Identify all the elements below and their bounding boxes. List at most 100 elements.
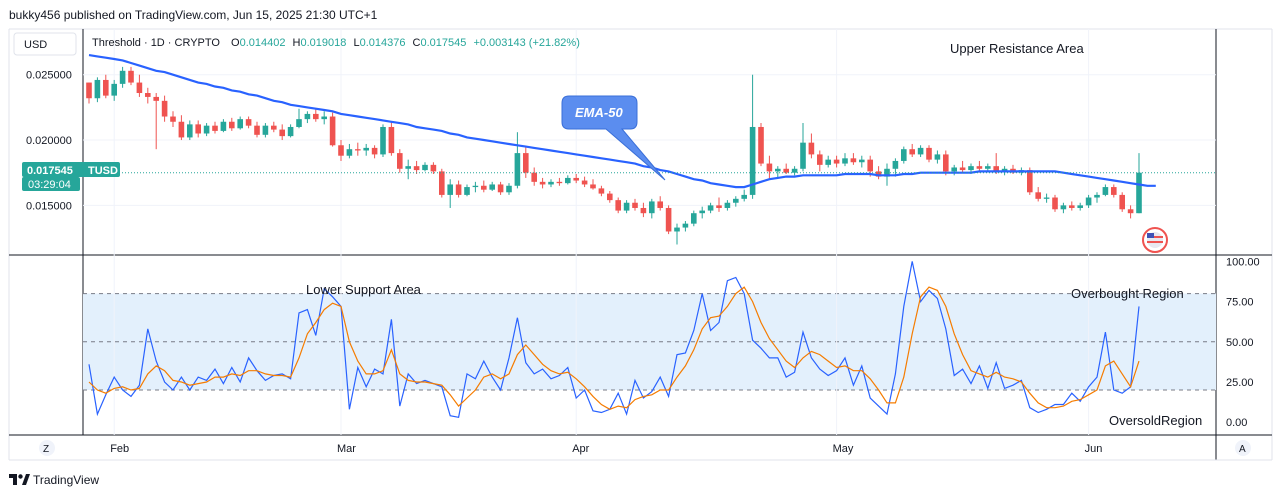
low-value: 0.014376 xyxy=(360,37,406,49)
candle-body xyxy=(1085,197,1092,206)
auto-scale-button[interactable]: A xyxy=(1239,444,1246,455)
candle-body xyxy=(539,181,546,185)
candle-body xyxy=(968,166,974,171)
open-value: 0.014402 xyxy=(240,37,286,49)
candle-body xyxy=(94,79,101,99)
candle xyxy=(943,150,949,176)
upper-resistance-label: Upper Resistance Area xyxy=(950,41,1084,56)
rsi-tick-label-2: 50.00 xyxy=(1226,337,1254,349)
candle xyxy=(1136,153,1142,214)
candle-body xyxy=(859,159,865,163)
candle xyxy=(371,145,378,159)
candle-body xyxy=(128,70,134,83)
oversold-label: OversoldRegion xyxy=(1109,413,1202,428)
candle-body xyxy=(817,154,823,165)
candle-body xyxy=(455,184,462,195)
candle-body xyxy=(346,149,353,156)
candle-body xyxy=(959,167,966,171)
candle xyxy=(640,202,647,218)
candle-body xyxy=(254,125,260,135)
candle xyxy=(632,198,638,211)
auto-scale-button-bg[interactable] xyxy=(1235,440,1251,456)
candle xyxy=(455,180,462,198)
candle-body xyxy=(187,124,193,138)
candle xyxy=(1111,184,1117,198)
candle-body xyxy=(615,200,621,211)
candle-body xyxy=(1043,197,1050,199)
candle xyxy=(413,160,420,175)
candle-body xyxy=(464,187,470,195)
candle xyxy=(1119,192,1125,212)
candle xyxy=(842,153,848,167)
candle xyxy=(598,185,605,197)
candle-body xyxy=(1035,192,1041,199)
price-tick-label-0: 0.025000 xyxy=(26,70,72,82)
candle xyxy=(649,198,655,219)
candle-body xyxy=(1102,187,1109,195)
candle xyxy=(733,196,739,207)
candle-body xyxy=(623,202,630,211)
candle xyxy=(313,108,319,122)
candle-body xyxy=(119,70,126,84)
candle xyxy=(279,124,285,141)
candle-body xyxy=(195,124,201,134)
candle xyxy=(682,221,689,232)
candle xyxy=(304,111,311,124)
currency-label[interactable]: USD xyxy=(24,39,47,51)
candle-body xyxy=(783,168,789,173)
candle-body xyxy=(136,82,143,94)
candle-body xyxy=(909,149,915,155)
open-label: O xyxy=(231,37,240,49)
candle xyxy=(187,120,193,141)
candlestick-series xyxy=(86,66,1142,245)
candle xyxy=(724,200,731,211)
candle-body xyxy=(1001,168,1008,172)
candle-body xyxy=(682,223,689,228)
timezone-button[interactable]: Z xyxy=(43,444,49,455)
timezone-button-bg[interactable] xyxy=(39,440,55,456)
change-value: +0.003143 (+21.82%) xyxy=(473,37,579,49)
candle xyxy=(497,181,504,195)
candle-body xyxy=(926,147,932,160)
candle-body xyxy=(724,202,731,208)
candle xyxy=(1060,202,1067,214)
candle-body xyxy=(590,184,596,189)
candle xyxy=(1077,202,1083,211)
candle-body xyxy=(1069,205,1075,208)
candle-body xyxy=(111,83,117,96)
candle xyxy=(1102,184,1109,197)
candle-body xyxy=(203,125,210,134)
candle xyxy=(825,155,831,168)
candle-body xyxy=(943,154,949,172)
candle-body xyxy=(649,201,655,214)
candle-body xyxy=(758,126,764,164)
candle-body xyxy=(791,168,798,173)
countdown-value: 03:29:04 xyxy=(28,179,71,191)
us-flag-icon[interactable] xyxy=(1142,227,1168,253)
candle xyxy=(136,74,143,97)
candle xyxy=(791,166,798,176)
candle-body xyxy=(220,121,227,131)
currency-button-bg[interactable] xyxy=(13,32,77,56)
tv-logo-text: TradingView xyxy=(33,473,99,487)
candle xyxy=(892,158,899,177)
candle-body xyxy=(145,93,151,97)
candle xyxy=(707,202,714,214)
candle-body xyxy=(632,202,638,208)
candle-body xyxy=(329,116,336,146)
candle xyxy=(237,116,243,130)
candle xyxy=(430,162,437,175)
close-label: C xyxy=(413,37,421,49)
candle xyxy=(464,184,470,197)
candle-body xyxy=(481,185,487,190)
candle-body xyxy=(741,194,747,199)
price-tag-bg xyxy=(22,162,120,177)
candle xyxy=(296,108,302,129)
candle xyxy=(195,120,201,138)
candle-body xyxy=(850,158,857,163)
candle-body xyxy=(825,159,831,165)
candle-body xyxy=(304,113,311,120)
candle-body xyxy=(901,149,907,161)
candle xyxy=(111,79,117,101)
